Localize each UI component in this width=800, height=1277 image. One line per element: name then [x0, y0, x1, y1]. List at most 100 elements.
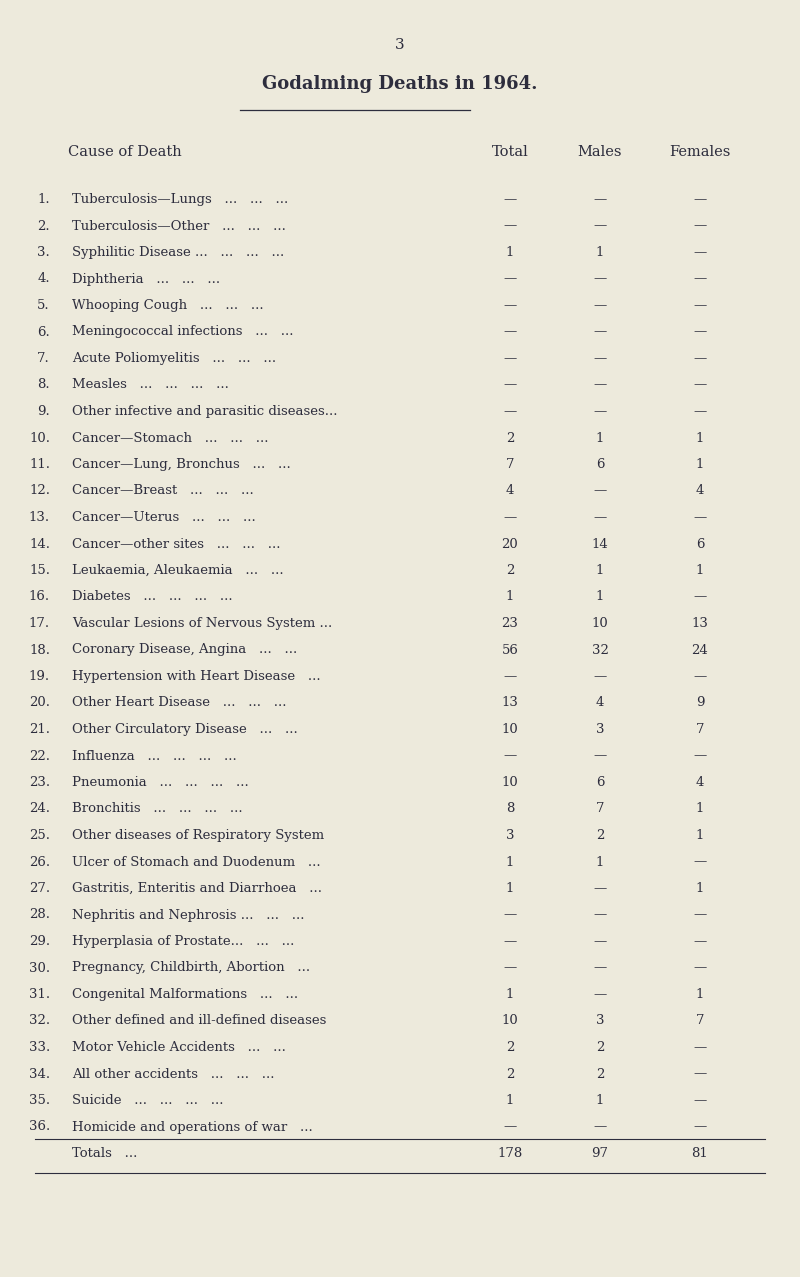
Text: 97: 97 — [591, 1147, 609, 1160]
Text: 1: 1 — [696, 829, 704, 842]
Text: —: — — [503, 220, 517, 232]
Text: —: — — [594, 962, 606, 974]
Text: Cancer—Uterus   ...   ...   ...: Cancer—Uterus ... ... ... — [72, 511, 256, 524]
Text: 1.: 1. — [38, 193, 50, 206]
Text: —: — — [503, 352, 517, 365]
Text: 21.: 21. — [29, 723, 50, 736]
Text: —: — — [594, 988, 606, 1001]
Text: —: — — [594, 405, 606, 418]
Text: —: — — [694, 1041, 706, 1054]
Text: —: — — [694, 1094, 706, 1107]
Text: —: — — [594, 220, 606, 232]
Text: —: — — [694, 193, 706, 206]
Text: 16.: 16. — [29, 590, 50, 604]
Text: Syphilitic Disease ...   ...   ...   ...: Syphilitic Disease ... ... ... ... — [72, 246, 284, 259]
Text: —: — — [594, 908, 606, 922]
Text: 31.: 31. — [29, 988, 50, 1001]
Text: 23: 23 — [502, 617, 518, 630]
Text: 33.: 33. — [29, 1041, 50, 1054]
Text: 10: 10 — [592, 617, 608, 630]
Text: —: — — [694, 326, 706, 338]
Text: —: — — [694, 935, 706, 948]
Text: 22.: 22. — [29, 750, 50, 762]
Text: 8: 8 — [506, 802, 514, 816]
Text: —: — — [594, 326, 606, 338]
Text: 9.: 9. — [38, 405, 50, 418]
Text: 32: 32 — [591, 644, 609, 656]
Text: —: — — [694, 352, 706, 365]
Text: 6.: 6. — [38, 326, 50, 338]
Text: 12.: 12. — [29, 484, 50, 498]
Text: 6: 6 — [696, 538, 704, 550]
Text: —: — — [694, 378, 706, 392]
Text: 5.: 5. — [38, 299, 50, 312]
Text: Homicide and operations of war   ...: Homicide and operations of war ... — [72, 1120, 313, 1134]
Text: 24: 24 — [692, 644, 708, 656]
Text: —: — — [503, 511, 517, 524]
Text: 2: 2 — [506, 1068, 514, 1080]
Text: 2: 2 — [596, 1041, 604, 1054]
Text: Totals   ...: Totals ... — [72, 1147, 138, 1160]
Text: 7: 7 — [596, 802, 604, 816]
Text: Diphtheria   ...   ...   ...: Diphtheria ... ... ... — [72, 272, 220, 286]
Text: —: — — [594, 484, 606, 498]
Text: —: — — [503, 908, 517, 922]
Text: 2: 2 — [596, 1068, 604, 1080]
Text: 1: 1 — [506, 882, 514, 895]
Text: —: — — [694, 908, 706, 922]
Text: 4: 4 — [696, 484, 704, 498]
Text: 1: 1 — [596, 590, 604, 604]
Text: Measles   ...   ...   ...   ...: Measles ... ... ... ... — [72, 378, 229, 392]
Text: 1: 1 — [506, 246, 514, 259]
Text: —: — — [503, 935, 517, 948]
Text: —: — — [594, 378, 606, 392]
Text: 25.: 25. — [29, 829, 50, 842]
Text: Motor Vehicle Accidents   ...   ...: Motor Vehicle Accidents ... ... — [72, 1041, 286, 1054]
Text: 6: 6 — [596, 776, 604, 789]
Text: 24.: 24. — [29, 802, 50, 816]
Text: —: — — [694, 246, 706, 259]
Text: Coronary Disease, Angina   ...   ...: Coronary Disease, Angina ... ... — [72, 644, 298, 656]
Text: 13.: 13. — [29, 511, 50, 524]
Text: 4: 4 — [506, 484, 514, 498]
Text: —: — — [694, 1068, 706, 1080]
Text: 1: 1 — [696, 988, 704, 1001]
Text: —: — — [503, 750, 517, 762]
Text: 26.: 26. — [29, 856, 50, 868]
Text: 7: 7 — [696, 1014, 704, 1028]
Text: 2: 2 — [506, 1041, 514, 1054]
Text: 4: 4 — [596, 696, 604, 710]
Text: Cancer—other sites   ...   ...   ...: Cancer—other sites ... ... ... — [72, 538, 281, 550]
Text: Total: Total — [492, 146, 528, 160]
Text: Tuberculosis—Lungs   ...   ...   ...: Tuberculosis—Lungs ... ... ... — [72, 193, 288, 206]
Text: Cancer—Lung, Bronchus   ...   ...: Cancer—Lung, Bronchus ... ... — [72, 458, 290, 471]
Text: Cancer—Stomach   ...   ...   ...: Cancer—Stomach ... ... ... — [72, 432, 269, 444]
Text: —: — — [594, 1120, 606, 1134]
Text: Hyperplasia of Prostate...   ...   ...: Hyperplasia of Prostate... ... ... — [72, 935, 294, 948]
Text: 10: 10 — [502, 723, 518, 736]
Text: Males: Males — [578, 146, 622, 160]
Text: Acute Poliomyelitis   ...   ...   ...: Acute Poliomyelitis ... ... ... — [72, 352, 276, 365]
Text: 11.: 11. — [29, 458, 50, 471]
Text: Bronchitis   ...   ...   ...   ...: Bronchitis ... ... ... ... — [72, 802, 242, 816]
Text: Whooping Cough   ...   ...   ...: Whooping Cough ... ... ... — [72, 299, 264, 312]
Text: 7.: 7. — [38, 352, 50, 365]
Text: 1: 1 — [696, 802, 704, 816]
Text: —: — — [503, 670, 517, 683]
Text: —: — — [694, 750, 706, 762]
Text: 13: 13 — [691, 617, 709, 630]
Text: Other Circulatory Disease   ...   ...: Other Circulatory Disease ... ... — [72, 723, 298, 736]
Text: —: — — [694, 670, 706, 683]
Text: —: — — [694, 590, 706, 604]
Text: Females: Females — [670, 146, 730, 160]
Text: —: — — [694, 272, 706, 286]
Text: Other Heart Disease   ...   ...   ...: Other Heart Disease ... ... ... — [72, 696, 286, 710]
Text: 3.: 3. — [38, 246, 50, 259]
Text: 1: 1 — [596, 1094, 604, 1107]
Text: Godalming Deaths in 1964.: Godalming Deaths in 1964. — [262, 75, 538, 93]
Text: 28.: 28. — [29, 908, 50, 922]
Text: —: — — [594, 882, 606, 895]
Text: 56: 56 — [502, 644, 518, 656]
Text: —: — — [503, 299, 517, 312]
Text: 7: 7 — [696, 723, 704, 736]
